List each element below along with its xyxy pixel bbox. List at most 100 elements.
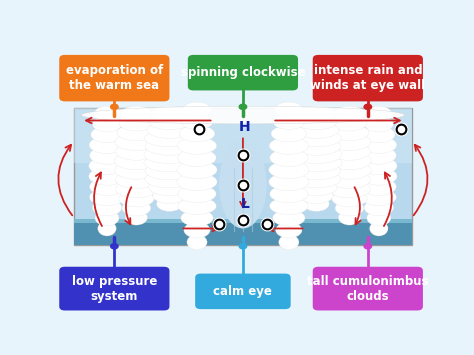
Ellipse shape: [361, 136, 397, 153]
Ellipse shape: [178, 149, 216, 166]
Ellipse shape: [296, 179, 337, 196]
Ellipse shape: [300, 188, 333, 203]
Ellipse shape: [116, 143, 157, 160]
Ellipse shape: [361, 168, 397, 185]
Circle shape: [110, 243, 119, 250]
Ellipse shape: [122, 200, 151, 216]
Ellipse shape: [82, 106, 405, 124]
Ellipse shape: [330, 124, 369, 141]
Ellipse shape: [95, 210, 119, 226]
Ellipse shape: [91, 126, 123, 143]
Ellipse shape: [328, 162, 371, 179]
Ellipse shape: [367, 210, 391, 226]
Bar: [74, 108, 412, 163]
Ellipse shape: [292, 171, 341, 188]
FancyBboxPatch shape: [313, 55, 423, 102]
Ellipse shape: [332, 190, 367, 207]
Ellipse shape: [179, 125, 215, 142]
Ellipse shape: [90, 189, 125, 206]
Ellipse shape: [121, 106, 152, 121]
Ellipse shape: [92, 200, 122, 216]
Ellipse shape: [294, 122, 339, 138]
Ellipse shape: [144, 154, 195, 172]
Ellipse shape: [292, 130, 341, 147]
Ellipse shape: [184, 222, 210, 238]
Ellipse shape: [270, 149, 308, 166]
Ellipse shape: [271, 125, 307, 142]
Ellipse shape: [177, 137, 217, 154]
Ellipse shape: [115, 133, 158, 151]
Ellipse shape: [177, 173, 217, 191]
Ellipse shape: [361, 189, 396, 206]
Ellipse shape: [144, 146, 195, 164]
Ellipse shape: [187, 235, 207, 250]
Ellipse shape: [269, 173, 309, 191]
Circle shape: [364, 104, 372, 110]
Ellipse shape: [118, 190, 154, 207]
Ellipse shape: [362, 147, 396, 164]
Ellipse shape: [219, 141, 267, 229]
Ellipse shape: [115, 152, 158, 170]
Text: evaporation of
the warm sea: evaporation of the warm sea: [66, 64, 163, 92]
Ellipse shape: [364, 200, 393, 216]
FancyBboxPatch shape: [195, 274, 291, 309]
Ellipse shape: [334, 106, 365, 121]
Ellipse shape: [156, 196, 182, 211]
Ellipse shape: [269, 137, 309, 154]
Ellipse shape: [92, 116, 121, 132]
Ellipse shape: [338, 210, 361, 225]
Ellipse shape: [365, 116, 393, 132]
Ellipse shape: [125, 210, 147, 225]
Circle shape: [238, 104, 247, 110]
Ellipse shape: [273, 210, 305, 226]
Ellipse shape: [147, 122, 192, 138]
Ellipse shape: [332, 115, 367, 131]
Ellipse shape: [292, 162, 341, 180]
Ellipse shape: [328, 152, 371, 170]
Ellipse shape: [279, 235, 299, 250]
Text: H: H: [239, 120, 251, 134]
Ellipse shape: [145, 171, 194, 188]
Ellipse shape: [145, 162, 194, 180]
FancyBboxPatch shape: [59, 55, 170, 102]
Ellipse shape: [90, 178, 124, 196]
Bar: [74, 220, 412, 245]
Bar: [74, 219, 412, 223]
Text: low pressure
system: low pressure system: [72, 275, 157, 302]
Circle shape: [110, 104, 119, 110]
Ellipse shape: [153, 188, 186, 203]
Text: L: L: [240, 197, 249, 211]
Ellipse shape: [115, 162, 158, 179]
Ellipse shape: [90, 147, 124, 164]
Ellipse shape: [292, 138, 341, 155]
Text: calm eye: calm eye: [213, 285, 273, 298]
Ellipse shape: [273, 114, 305, 130]
Ellipse shape: [303, 196, 329, 211]
Text: intense rain and
winds at eye wall: intense rain and winds at eye wall: [310, 64, 425, 92]
Ellipse shape: [178, 185, 216, 203]
Ellipse shape: [181, 210, 213, 226]
Ellipse shape: [363, 126, 395, 143]
Ellipse shape: [89, 136, 125, 153]
Ellipse shape: [117, 124, 156, 141]
Ellipse shape: [178, 197, 216, 214]
Ellipse shape: [116, 171, 157, 189]
FancyBboxPatch shape: [74, 108, 412, 245]
Ellipse shape: [149, 114, 190, 130]
Ellipse shape: [269, 161, 309, 179]
Ellipse shape: [328, 133, 371, 151]
Ellipse shape: [296, 114, 337, 130]
Ellipse shape: [119, 115, 154, 131]
Ellipse shape: [328, 181, 371, 198]
Ellipse shape: [145, 138, 194, 155]
Ellipse shape: [183, 102, 211, 117]
FancyBboxPatch shape: [59, 267, 170, 311]
Ellipse shape: [152, 106, 187, 121]
Ellipse shape: [362, 178, 396, 196]
Ellipse shape: [275, 102, 303, 117]
Circle shape: [238, 243, 247, 250]
Ellipse shape: [335, 200, 364, 216]
Ellipse shape: [181, 114, 213, 130]
Ellipse shape: [328, 171, 370, 189]
FancyBboxPatch shape: [313, 267, 423, 311]
